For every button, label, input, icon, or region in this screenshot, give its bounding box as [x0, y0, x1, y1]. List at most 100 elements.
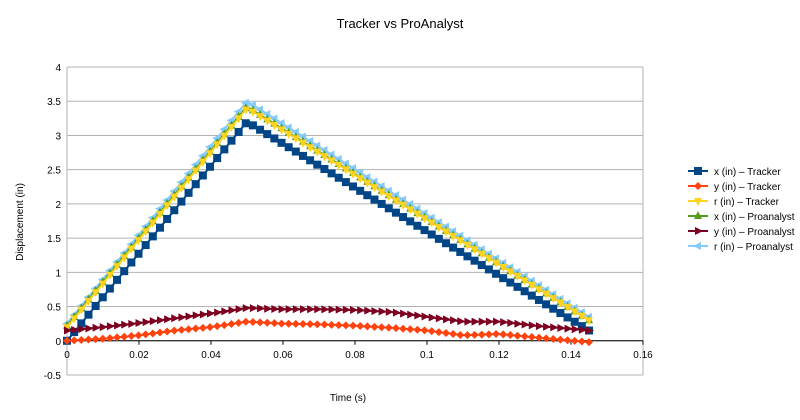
data-point: [513, 331, 522, 340]
chart-title: Tracker vs ProAnalyst: [337, 16, 464, 31]
data-point: [535, 322, 544, 331]
data-point: [420, 326, 429, 335]
data-point: [420, 215, 429, 224]
data-point: [385, 307, 394, 316]
legend-item: x (in) – Proanalyst: [688, 211, 795, 223]
data-point: [184, 176, 193, 185]
data-point: [456, 237, 465, 246]
data-point: [220, 132, 229, 141]
data-point: [163, 327, 172, 336]
data-point: [184, 188, 193, 197]
data-point: [241, 317, 250, 326]
data-point: [92, 323, 101, 332]
data-point: [492, 330, 501, 339]
data-point: [170, 206, 179, 215]
data-point: [163, 202, 172, 211]
legend: x (in) – Tracker y (in) – Tracker r (in) –…: [688, 167, 795, 253]
data-point: [449, 243, 458, 252]
data-point: [500, 318, 509, 327]
y-tick-label: 3.5: [47, 97, 61, 108]
x-axis-title: Time (s): [330, 393, 366, 404]
data-point: [84, 310, 93, 319]
legend-item: r (in) – Proanalyst: [688, 242, 793, 253]
data-point: [70, 336, 79, 345]
data-point: [477, 330, 486, 339]
data-point: [434, 234, 443, 243]
y-tick-label: 4: [55, 63, 61, 74]
data-point: [163, 214, 172, 223]
data-point: [240, 98, 249, 107]
data-point: [570, 336, 579, 345]
data-point: [114, 321, 123, 330]
data-point: [370, 322, 379, 331]
data-point: [213, 154, 222, 163]
x-tick-label: 0.1: [420, 350, 434, 361]
series-0: [63, 119, 593, 345]
data-point: [413, 210, 422, 219]
data-point: [413, 221, 422, 230]
data-point: [492, 269, 501, 278]
y-tick-label: 1: [55, 268, 61, 279]
data-point: [284, 130, 293, 139]
data-point: [141, 241, 150, 250]
data-point: [400, 309, 409, 318]
data-point: [241, 119, 250, 128]
data-point: [191, 167, 200, 176]
data-point: [341, 166, 350, 175]
data-point: [327, 320, 336, 329]
data-point: [127, 245, 136, 254]
data-point: [298, 139, 307, 148]
data-point: [256, 318, 265, 327]
data-point: [563, 313, 572, 322]
data-point: [556, 309, 565, 318]
data-point: [170, 193, 179, 202]
data-point: [427, 230, 436, 239]
data-point: [413, 325, 422, 334]
data-point: [327, 157, 336, 166]
data-point: [349, 321, 358, 330]
data-point: [477, 261, 486, 270]
data-point: [585, 338, 593, 347]
series-4: [64, 304, 594, 335]
series-2: [63, 106, 593, 333]
data-point: [198, 171, 207, 180]
data-point: [514, 319, 523, 328]
data-point: [178, 313, 187, 322]
data-point: [341, 321, 350, 330]
data-point: [349, 170, 358, 179]
data-point: [327, 169, 336, 178]
data-point: [91, 289, 100, 298]
data-point: [170, 326, 179, 335]
data-point: [399, 213, 408, 222]
data-point: [134, 237, 143, 246]
data-point: [377, 199, 386, 208]
data-point: [306, 320, 315, 329]
data-point: [564, 324, 573, 333]
data-point: [421, 312, 430, 321]
data-point: [534, 295, 543, 304]
data-point: [543, 322, 552, 331]
data-point: [291, 135, 300, 144]
data-point: [276, 118, 285, 127]
data-point: [520, 287, 529, 296]
data-point: [470, 246, 479, 255]
x-tick-label: 0.06: [273, 350, 293, 361]
y-tick-label: 3: [55, 131, 61, 142]
data-point: [441, 329, 450, 338]
legend-marker: [693, 242, 701, 250]
data-point: [226, 116, 235, 125]
data-point: [384, 204, 393, 213]
data-point: [290, 128, 299, 137]
data-point: [70, 315, 79, 324]
data-point: [91, 301, 100, 310]
data-point: [312, 141, 321, 150]
y-tick-label: 2: [55, 200, 61, 211]
data-point: [134, 249, 143, 258]
data-point: [550, 323, 559, 332]
data-point: [334, 161, 343, 170]
data-point: [384, 193, 393, 202]
data-point: [106, 322, 115, 331]
data-point: [350, 305, 359, 314]
data-point: [328, 305, 337, 314]
legend-label: y (in) – Tracker: [714, 182, 781, 193]
